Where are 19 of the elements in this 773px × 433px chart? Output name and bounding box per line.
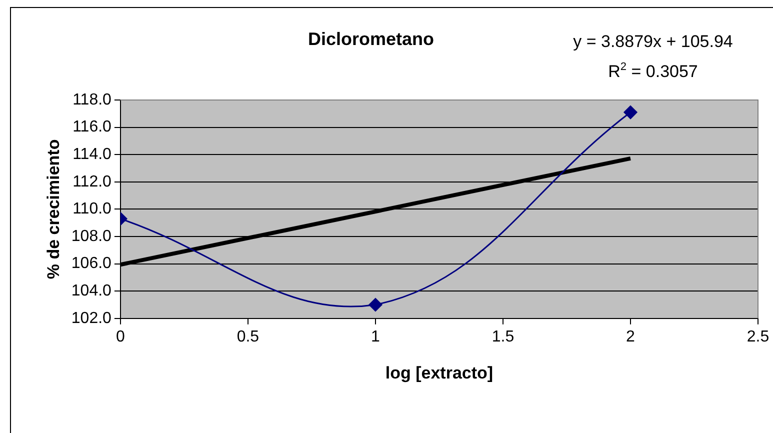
y-tick-label: 110.0 [72, 200, 112, 218]
chart-title: Diclorometano [308, 29, 434, 49]
y-tick-label: 106.0 [71, 255, 112, 272]
y-axis-title: % de crecimiento [44, 139, 63, 280]
y-tick-label: 118.0 [72, 91, 112, 108]
text: y = 3.8879x + 105.94 [573, 32, 733, 51]
y-tick-label: 112.0 [72, 173, 112, 190]
x-tick-label: 2 [626, 328, 636, 346]
x-tick-label: 0.5 [236, 328, 260, 346]
x-tick-label: 1 [371, 328, 380, 346]
x-axis-title: log [extracto] [385, 363, 494, 382]
y-tick-label: 114.0 [72, 146, 112, 164]
x-tick-label: 1.5 [492, 328, 514, 346]
y-tick-label: 104.0 [71, 282, 112, 300]
y-tick-label: 102.0 [71, 310, 112, 327]
x-tick-label: 0 [116, 328, 125, 346]
y-tick-label: 116.0 [72, 118, 112, 136]
x-tick-label: 2.5 [746, 328, 770, 346]
y-tick-label: 108.0 [71, 228, 112, 245]
